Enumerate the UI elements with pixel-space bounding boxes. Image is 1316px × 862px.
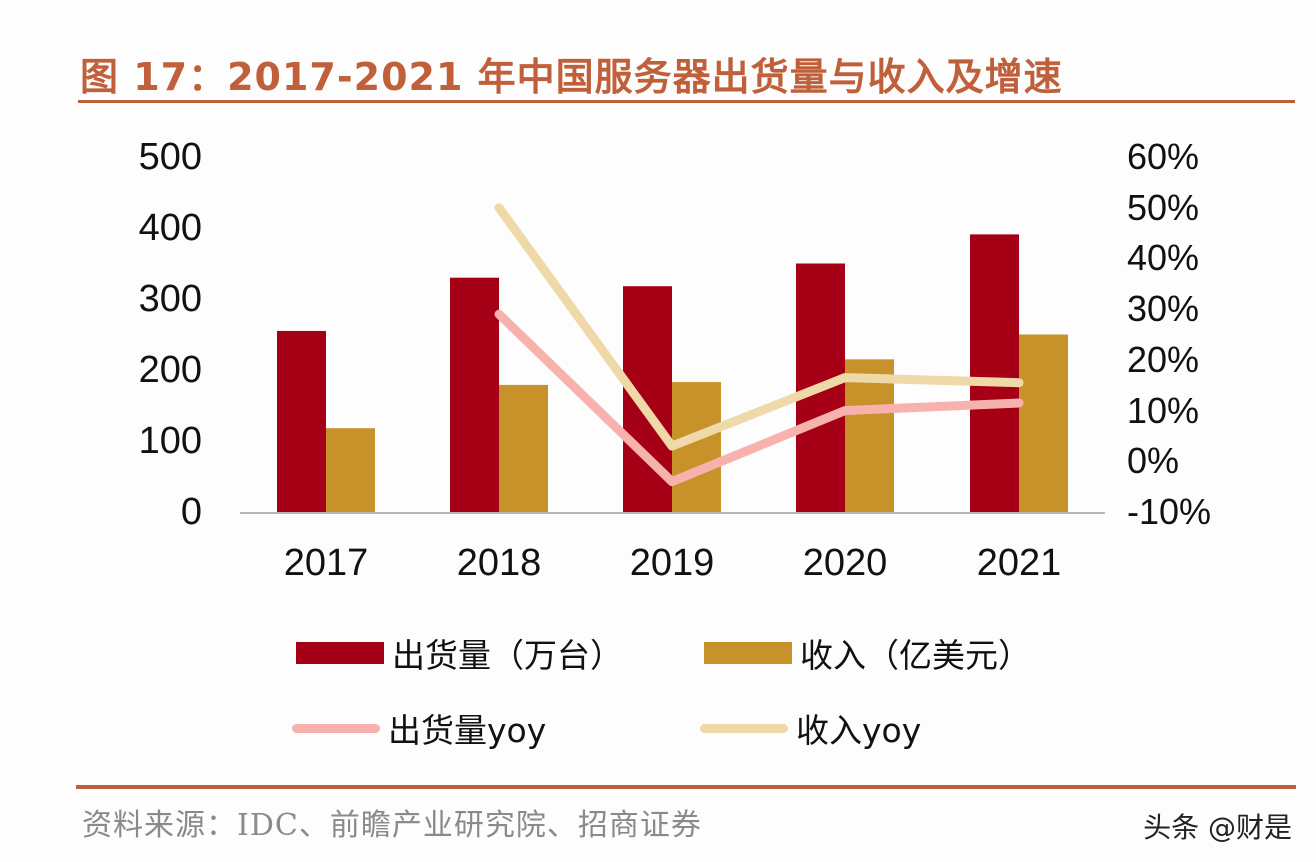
bar-shipments: [277, 330, 326, 512]
legend-swatch-shipments: [296, 642, 384, 664]
left-y-tick: 0: [180, 491, 202, 533]
source-note: 资料来源：IDC、前瞻产业研究院、招商证券: [82, 808, 702, 843]
line-shipments-yoy: [494, 309, 1024, 487]
legend-label: 收入yoy: [796, 711, 922, 750]
left-y-tick: 400: [138, 207, 202, 249]
title-rule: [78, 100, 1295, 103]
legend-revenue: 收入（亿美元）: [704, 633, 1031, 675]
legend-label: 出货量yoy: [388, 711, 547, 750]
x-tick: 2018: [456, 542, 542, 584]
line-revenue-yoy: [494, 203, 1024, 451]
legend-shipments-yoy: 出货量yoy: [292, 708, 546, 750]
legend-label: 收入（亿美元）: [800, 636, 1031, 675]
right-y-tick: 30%: [1127, 288, 1200, 330]
watermark: 头条 @财是: [1143, 811, 1292, 844]
left-y-tick: 200: [138, 349, 202, 391]
bar-revenue: [1019, 334, 1068, 512]
legend-revenue-yoy: 收入yoy: [700, 708, 921, 750]
bar-revenue: [845, 359, 894, 512]
right-y-tick: 60%: [1127, 136, 1200, 177]
bar-revenue: [499, 384, 548, 512]
right-y-tick: 50%: [1127, 186, 1200, 228]
legend-swatch-revenue-yoy: [700, 723, 788, 733]
right-y-tick: 20%: [1127, 338, 1200, 380]
footer-rule: [76, 785, 1296, 789]
legend-shipments: 出货量（万台）: [296, 633, 623, 675]
x-tick: 2019: [629, 542, 715, 584]
legend-label: 出货量（万台）: [392, 636, 623, 675]
bar-revenue: [326, 428, 375, 512]
x-tick: 2020: [802, 542, 888, 584]
legend-swatch-shipments-yoy: [292, 723, 380, 733]
right-y-tick: -10%: [1127, 491, 1212, 532]
bar-shipments: [970, 234, 1019, 512]
left-y-tick: 100: [138, 420, 202, 462]
x-tick: 2017: [283, 542, 369, 584]
left-y-tick: 300: [138, 278, 202, 320]
right-y-tick: 10%: [1127, 389, 1200, 431]
bar-shipments: [450, 277, 499, 512]
right-y-tick: 0%: [1127, 440, 1180, 482]
legend-swatch-revenue: [704, 642, 792, 664]
left-y-tick: 500: [138, 136, 202, 178]
chart-title: 图 17：2017-2021 年中国服务器出货量与收入及增速: [80, 55, 1063, 99]
x-tick: 2021: [976, 542, 1062, 584]
right-y-tick: 40%: [1127, 237, 1200, 279]
